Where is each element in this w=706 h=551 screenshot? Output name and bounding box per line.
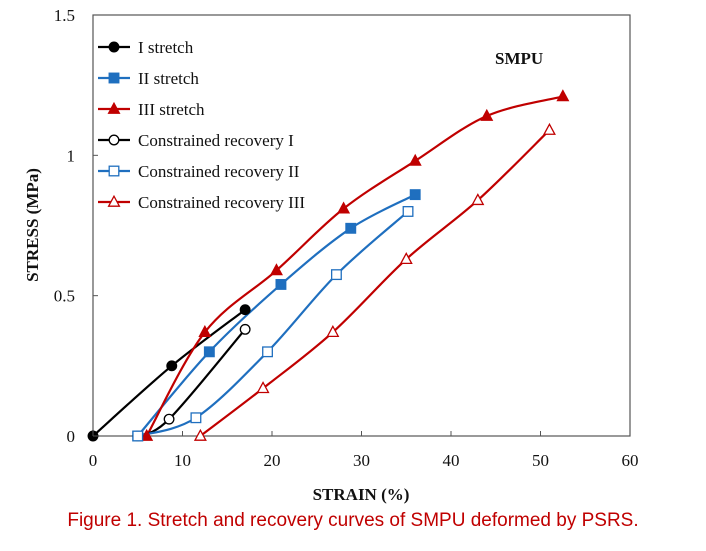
x-tick-label: 50: [532, 451, 549, 470]
legend: I stretch II stretch III stretch Constraine…: [98, 38, 305, 212]
data-point-series-5: [330, 269, 342, 281]
x-axis-ticks: 0 10 20 30 40 50 60: [89, 431, 639, 470]
data-point-series-5: [262, 346, 273, 358]
data-point-series-2: [345, 222, 357, 234]
data-point-series-4: [163, 413, 175, 425]
legend-label: Constrained recovery II: [138, 162, 300, 181]
y-tick-label: 1: [67, 146, 76, 165]
data-point-series-2: [203, 346, 215, 358]
data-point-series-3: [480, 108, 494, 121]
data-point-series-5: [402, 206, 414, 217]
data-point-series-3: [556, 89, 570, 102]
y-tick-label: 0: [67, 427, 76, 446]
y-tick-label: 0.5: [54, 287, 75, 306]
data-point-series-6: [193, 428, 207, 441]
legend-marker: [107, 194, 121, 207]
data-point-series-6: [326, 324, 340, 338]
data-point-series-4: [239, 323, 251, 335]
legend-marker: [108, 134, 120, 146]
data-point-series-6: [256, 381, 270, 394]
data-point-series-5: [190, 412, 202, 424]
smpu-annotation: SMPU: [495, 49, 543, 68]
x-tick-label: 10: [174, 451, 191, 470]
legend-label: Constrained recovery I: [138, 131, 294, 150]
data-point-series-3: [269, 263, 283, 276]
legend-marker: [107, 101, 121, 114]
legend-marker: [108, 165, 120, 177]
y-axis-label: STRESS (MPa): [23, 168, 42, 282]
x-tick-label: 30: [353, 451, 370, 470]
legend-label: II stretch: [138, 69, 199, 88]
y-axis-ticks: 0 0.5 1 1.5: [54, 6, 98, 446]
legend-label: Constrained recovery III: [138, 193, 305, 212]
legend-label: I stretch: [138, 38, 194, 57]
data-point-series-3: [140, 428, 154, 441]
markers-layer: [87, 89, 570, 442]
data-point-series-6: [471, 193, 485, 206]
figure-caption: Figure 1. Stretch and recovery curves of…: [67, 510, 639, 531]
data-point-series-3: [337, 201, 351, 214]
data-point-series-6: [542, 122, 556, 135]
x-tick-label: 20: [264, 451, 281, 470]
data-point-series-3: [198, 324, 212, 338]
data-point-series-3: [408, 153, 422, 166]
stress-strain-chart: 0 10 20 30 40 50 60 0 0.5 1 1.5 STRAIN (%) STRESS…: [23, 6, 639, 504]
legend-label: III stretch: [138, 100, 205, 119]
series-line-2: [136, 193, 416, 437]
y-tick-label: 1.5: [54, 6, 75, 25]
data-point-series-5: [132, 430, 144, 442]
data-point-series-1: [239, 304, 251, 316]
data-point-series-2: [409, 189, 421, 201]
x-axis-label: STRAIN (%): [313, 485, 410, 504]
data-point-series-6: [399, 252, 413, 265]
x-tick-label: 60: [622, 451, 639, 470]
series-line-5: [137, 210, 409, 438]
data-point-series-2: [275, 278, 287, 290]
legend-marker: [108, 72, 120, 84]
legend-marker: [108, 41, 120, 53]
x-tick-label: 0: [89, 451, 98, 470]
x-tick-label: 40: [443, 451, 460, 470]
data-point-series-1: [166, 360, 178, 372]
